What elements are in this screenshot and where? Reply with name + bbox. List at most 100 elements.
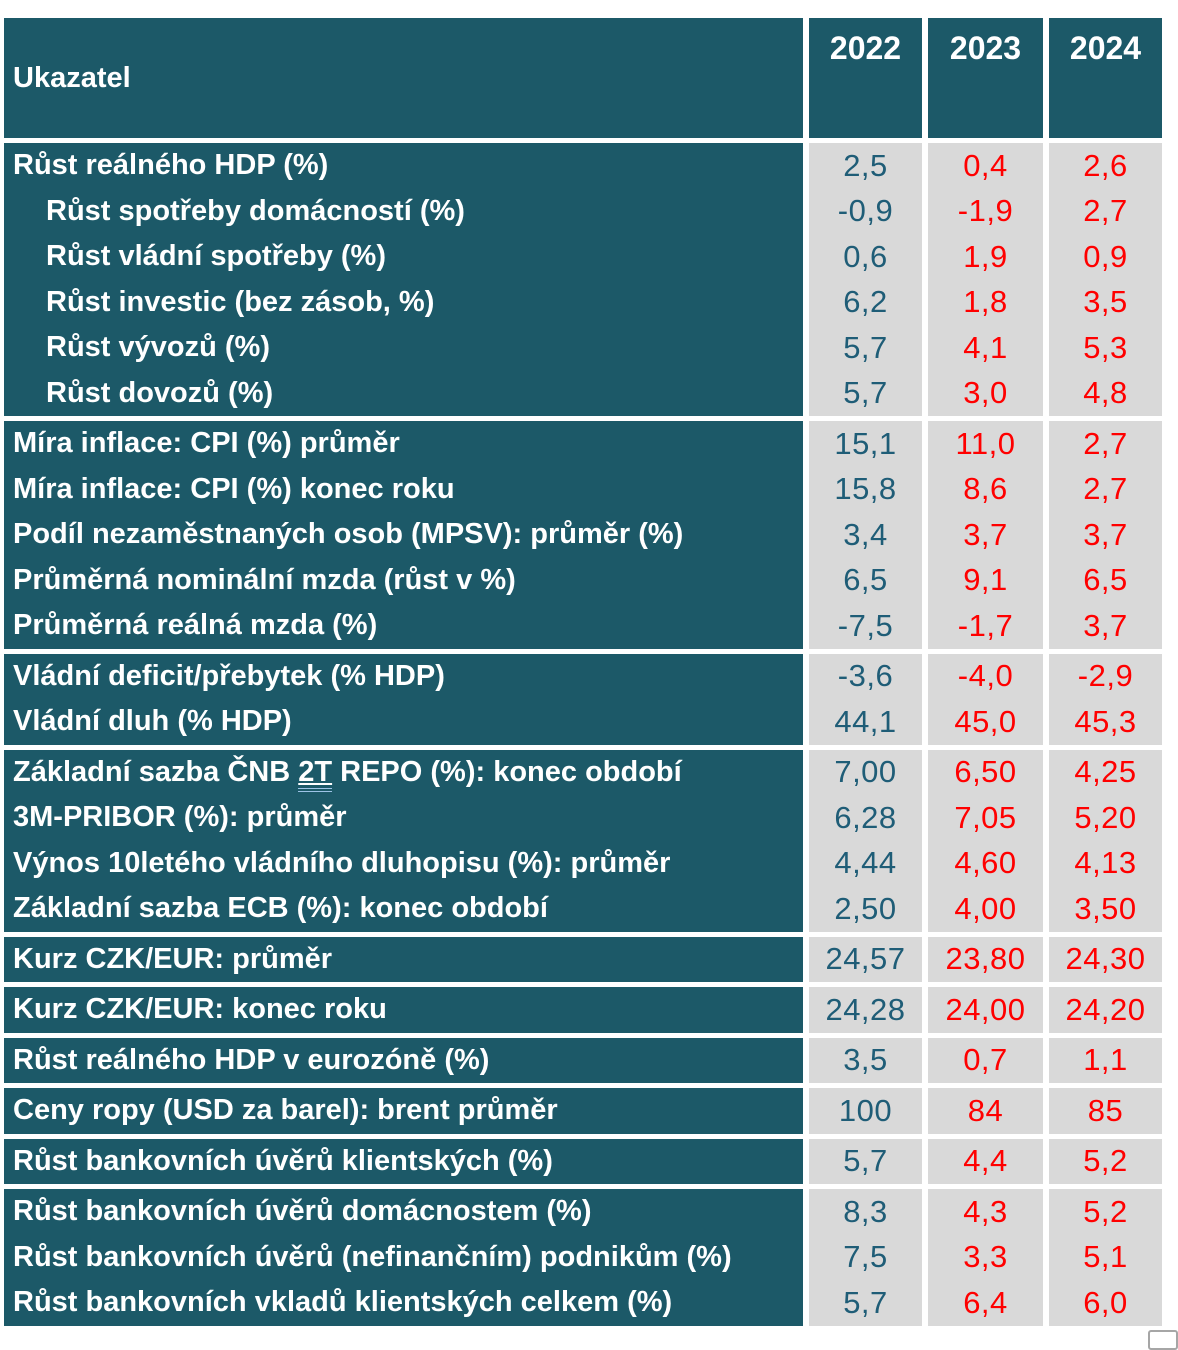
header-year-2024-label: 2024: [1069, 30, 1142, 66]
cell-value: 6,50: [954, 754, 1017, 790]
block-label-column: Základní sazba ČNB 2T REPO (%): konec ob…: [4, 749, 803, 932]
cell-value: 4,25: [1074, 754, 1137, 790]
cell-value: 9,1: [963, 562, 1008, 598]
cell-value: 85: [1087, 1092, 1124, 1128]
cell-value: -4,0: [957, 658, 1014, 694]
cell-value: 6,2: [843, 284, 888, 320]
cell-value: 6,4: [963, 1284, 1008, 1320]
row-label: Vládní deficit/přebytek (% HDP): [4, 654, 803, 700]
cell-value: 6,5: [843, 562, 888, 598]
cell-value: -0,9: [837, 193, 894, 229]
cell-value: -1,9: [957, 193, 1014, 229]
block-values-2022: 100: [809, 1088, 922, 1134]
row-label: Růst reálného HDP (%): [4, 143, 803, 189]
cell-value: 4,00: [954, 890, 1017, 926]
cell-value: 7,5: [843, 1239, 888, 1275]
cell-value: 3,0: [963, 375, 1008, 411]
row-label: Vládní dluh (% HDP): [4, 699, 803, 745]
row-label: 3M-PRIBOR (%): průměr: [4, 795, 803, 841]
cell-value: 6,28: [834, 799, 897, 835]
cell-value: 4,1: [963, 329, 1008, 365]
block-label-column: Růst reálného HDP (%) Růst spotřeby domá…: [4, 143, 803, 416]
cell-value: 1,8: [963, 284, 1008, 320]
row-label: Průměrná nominální mzda (růst v %): [4, 558, 803, 604]
cell-value: 44,1: [834, 703, 897, 739]
cell-value: 5,7: [843, 375, 888, 411]
cell-value: 100: [838, 1092, 893, 1128]
cell-value: 45,0: [954, 703, 1017, 739]
block-values-2022: 24,57: [809, 936, 922, 982]
row-label-text: Výnos 10letého vládního dluhopisu (%): p…: [13, 846, 671, 879]
cell-value: 2,7: [1083, 425, 1128, 461]
cell-value: 84: [967, 1092, 1004, 1128]
block-label-column: Růst bankovních úvěrů klientských (%): [4, 1138, 803, 1185]
block-values-2023: 24,00: [928, 987, 1043, 1033]
header-ukazatel: Ukazatel: [4, 18, 803, 138]
row-label-text: Ceny ropy (USD za barel): brent průměr: [13, 1094, 558, 1127]
block-values-2022: 7,00 6,28 4,44 2,50: [809, 749, 922, 932]
cell-value: 5,2: [1083, 1193, 1128, 1229]
row-label-text: Růst vývozů (%): [46, 331, 270, 364]
block-values-2023: 11,0 8,6 3,7 9,1 -1,7: [928, 421, 1043, 649]
table-block: Základní sazba ČNB 2T REPO (%): konec ob…: [4, 749, 1162, 932]
cell-value: 5,20: [1074, 799, 1137, 835]
row-label: Míra inflace: CPI (%) průměr: [4, 421, 803, 467]
cell-value: 24,28: [825, 991, 906, 1027]
block-values-2024: -2,9 45,3: [1049, 653, 1162, 745]
row-label: Růst bankovních úvěrů domácnostem (%): [4, 1189, 803, 1235]
cell-value: 6,0: [1083, 1284, 1128, 1320]
block-values-2024: 24,20: [1049, 987, 1162, 1033]
block-label-column: Růst bankovních úvěrů domácnostem (%) Rů…: [4, 1189, 803, 1326]
block-values-2024: 85: [1049, 1088, 1162, 1134]
row-label-text: Míra inflace: CPI (%) konec roku: [13, 472, 455, 505]
row-label-text: Růst investic (bez zásob, %): [46, 285, 435, 318]
block-label-column: Ceny ropy (USD za barel): brent průměr: [4, 1088, 803, 1134]
block-values-2022: 2,5 -0,9 0,6 6,2 5,7 5,7: [809, 143, 922, 416]
block-values-2023: 4,3 3,3 6,4: [928, 1189, 1043, 1326]
row-label: Základní sazba ECB (%): konec období: [4, 886, 803, 932]
header-year-2022: 2022: [809, 18, 922, 138]
row-label: Růst bankovních úvěrů klientských (%): [4, 1139, 803, 1185]
table-block: Kurz CZK/EUR: průměr 24,57 23,80 24,30: [4, 936, 1162, 982]
block-label-column: Vládní deficit/přebytek (% HDP) Vládní d…: [4, 653, 803, 745]
cell-value: 2,50: [834, 890, 897, 926]
row-label-text: Růst dovozů (%): [46, 376, 274, 409]
row-label: Růst bankovních vkladů klientských celke…: [4, 1280, 803, 1326]
cell-value: 15,1: [834, 425, 897, 461]
header-year-2023: 2023: [928, 18, 1043, 138]
block-values-2023: 23,80: [928, 936, 1043, 982]
cell-value: 4,13: [1074, 845, 1137, 881]
row-label: Míra inflace: CPI (%) konec roku: [4, 467, 803, 513]
header-year-2024: 2024: [1049, 18, 1162, 138]
cell-value: 4,60: [954, 845, 1017, 881]
row-label: Růst vývozů (%): [4, 325, 803, 371]
cell-value: 3,3: [963, 1239, 1008, 1275]
block-values-2022: -3,6 44,1: [809, 653, 922, 745]
cell-value: 24,20: [1065, 991, 1146, 1027]
row-label-text: Růst spotřeby domácností (%): [46, 194, 465, 227]
row-label-text: Růst bankovních úvěrů (nefinančním) podn…: [13, 1240, 732, 1273]
cell-value: 0,9: [1083, 238, 1128, 274]
block-label-column: Kurz CZK/EUR: konec roku: [4, 987, 803, 1033]
cell-value: 7,00: [834, 754, 897, 790]
block-values-2024: 2,7 2,7 3,7 6,5 3,7: [1049, 421, 1162, 649]
row-label: Podíl nezaměstnaných osob (MPSV): průměr…: [4, 512, 803, 558]
row-label: Růst bankovních úvěrů (nefinančním) podn…: [4, 1235, 803, 1281]
row-label: Růst reálného HDP v eurozóně (%): [4, 1038, 803, 1084]
block-values-2022: 5,7: [809, 1138, 922, 1184]
object-resize-handle[interactable]: [1148, 1330, 1178, 1350]
table-body: Růst reálného HDP (%) Růst spotřeby domá…: [4, 143, 1162, 1326]
row-label-text: Průměrná reálná mzda (%): [13, 609, 378, 642]
row-label-text: Růst reálného HDP (%): [13, 149, 329, 182]
cell-value: 5,7: [843, 329, 888, 365]
cell-value: 24,30: [1065, 941, 1146, 977]
block-label-column: Kurz CZK/EUR: průměr: [4, 936, 803, 982]
block-values-2023: 0,4 -1,9 1,9 1,8 4,1 3,0: [928, 143, 1043, 416]
economic-indicators-table: Ukazatel 2022 2023 2024 Růst reálného HD…: [4, 18, 1162, 1326]
row-label-text: Základní sazba ČNB 2T REPO (%): konec ob…: [13, 755, 682, 792]
block-values-2022: 24,28: [809, 987, 922, 1033]
cell-value: 4,44: [834, 845, 897, 881]
row-label: Růst spotřeby domácností (%): [4, 189, 803, 235]
cell-value: 5,7: [843, 1143, 888, 1179]
cell-value: 23,80: [945, 941, 1026, 977]
